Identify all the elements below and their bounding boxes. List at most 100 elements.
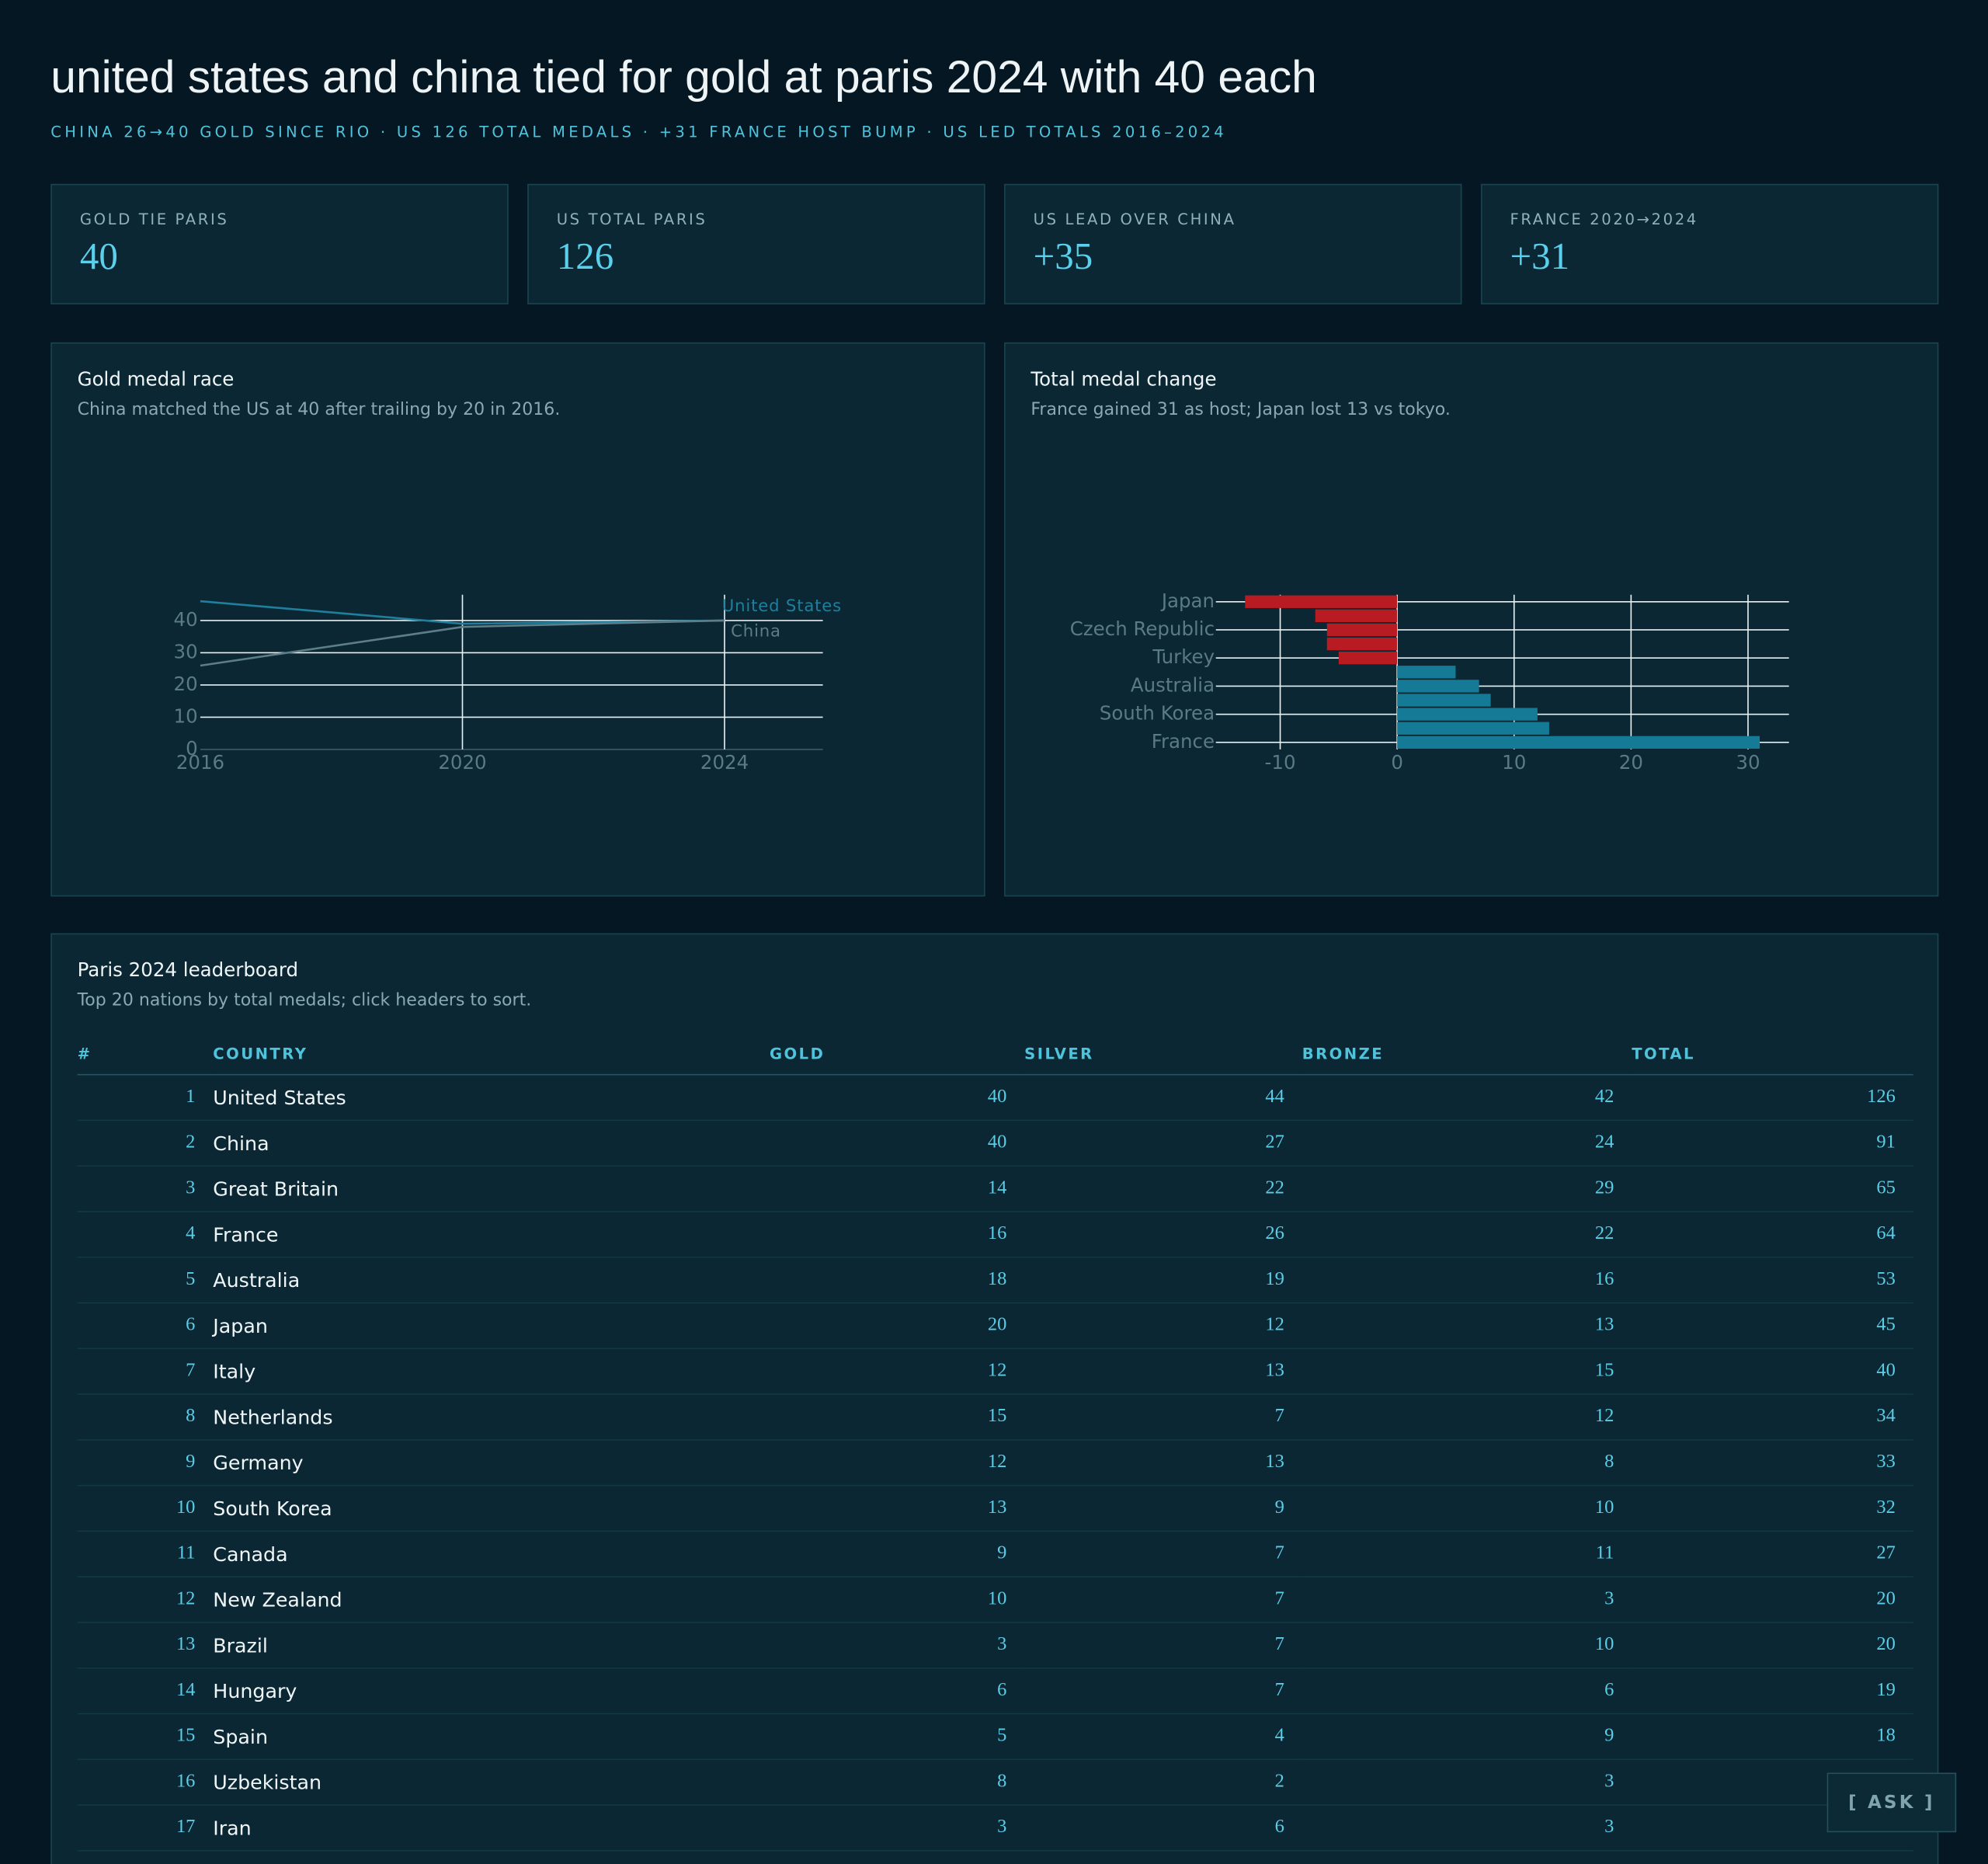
table-row: 1 United States 40 44 42 126 <box>77 1074 1913 1122</box>
number-cell: 26 <box>1024 1212 1302 1258</box>
country-cell: Iran <box>213 1805 770 1852</box>
number-cell: 22 <box>1302 1212 1632 1258</box>
number-cell: 12 <box>1632 1850 1913 1864</box>
table-row: 6 Japan 20 12 13 45 <box>77 1302 1913 1350</box>
number-cell: 18 <box>1632 1713 1913 1761</box>
x-tick-label: 2016 <box>176 751 224 774</box>
column-header[interactable]: # <box>77 1033 214 1076</box>
number-cell: 18 <box>770 1257 1025 1304</box>
number-cell: 16 <box>770 1212 1025 1258</box>
x-tick-label: 0 <box>1391 751 1403 774</box>
chart-panel: Total medal change France gained 31 as ho… <box>1004 342 1939 897</box>
column-header[interactable]: SILVER <box>1024 1033 1302 1076</box>
column-header[interactable]: TOTAL <box>1632 1033 1913 1076</box>
bar <box>1397 666 1456 679</box>
bar <box>1397 708 1538 721</box>
country-cell: Italy <box>213 1348 770 1395</box>
number-cell: 65 <box>1632 1166 1913 1212</box>
number-cell: 3 <box>77 1166 214 1212</box>
number-cell: 12 <box>770 1439 1025 1487</box>
y-tick-label: South Korea <box>1100 702 1215 725</box>
number-cell: 10 <box>770 1577 1025 1623</box>
country-cell: Uzbekistan <box>213 1759 770 1806</box>
country-cell: Brazil <box>213 1622 770 1669</box>
number-cell: 32 <box>1632 1485 1913 1532</box>
bar <box>1245 595 1398 608</box>
bar <box>1397 680 1479 693</box>
number-cell: 12 <box>770 1348 1025 1395</box>
number-cell: 44 <box>1024 1074 1302 1122</box>
country-cell: Australia <box>213 1257 770 1304</box>
table-row: 17Iran36312 <box>77 1805 1913 1852</box>
chart-title: Total medal change <box>1030 367 1217 391</box>
chart-subtitle: France gained 31 as host; Japan lost 13 … <box>1030 399 1451 420</box>
number-cell: 45 <box>1632 1302 1913 1350</box>
table-row: 9 Germany 12 13 8 33 <box>77 1439 1913 1487</box>
y-tick-label: 20 <box>174 673 198 695</box>
country-cell: Netherlands <box>213 1394 770 1441</box>
number-cell: 9 <box>77 1439 214 1487</box>
x-tick-label: -10 <box>1265 751 1296 774</box>
y-tick-label: Czech Republic <box>1070 617 1215 640</box>
table-body: 1 United States 40 44 42 126 2 China 40 27 24 91 3 Gr… <box>77 1074 1913 1864</box>
number-cell: 13 <box>1302 1302 1632 1350</box>
number-cell: 7 <box>77 1348 214 1395</box>
table-panel: Paris 2024 leaderboard Top 20 nations by … <box>50 933 1939 1864</box>
y-tick-label: 40 <box>174 608 198 631</box>
number-cell: 1 <box>77 1074 214 1122</box>
number-cell: 3 <box>770 1622 1025 1669</box>
kpi-value: +35 <box>1033 235 1093 278</box>
number-cell: 12 <box>1302 1394 1632 1441</box>
number-cell: 6 <box>770 1668 1025 1715</box>
table-row: 14 Hungary 6 7 6 19 <box>77 1668 1913 1715</box>
number-cell: 27 <box>1024 1120 1302 1167</box>
kpi-value: 126 <box>556 235 614 278</box>
y-tick-label: Turkey <box>1152 645 1215 668</box>
table-row: 11 Canada 9 7 11 27 <box>77 1531 1913 1578</box>
country-cell: Canada <box>213 1531 770 1578</box>
number-cell: 4 <box>77 1212 214 1258</box>
table-row: 4 France 16 26 22 64 <box>77 1212 1913 1258</box>
ask-button[interactable]: [ ASK ] <box>1826 1772 1957 1833</box>
number-cell: 8 <box>1302 1439 1632 1487</box>
number-cell: 33 <box>1632 1439 1913 1487</box>
number-cell: 16 <box>77 1759 214 1806</box>
series-line <box>200 600 725 625</box>
country-cell: United States <box>213 1074 770 1122</box>
column-header[interactable]: COUNTRY <box>213 1033 770 1076</box>
country-cell: South Korea <box>213 1485 770 1532</box>
number-cell: 4 <box>1302 1850 1632 1864</box>
column-header[interactable]: BRONZE <box>1302 1033 1632 1076</box>
number-cell: 16 <box>1302 1257 1632 1304</box>
country-cell: China <box>213 1120 770 1167</box>
y-tick-label: France <box>1152 730 1215 753</box>
kpi-card: US LEAD OVER CHINA +35 <box>1004 183 1462 304</box>
kpi-label: FRANCE 2020→2024 <box>1510 210 1698 228</box>
chart-panel: Gold medal race China matched the US at 4… <box>50 342 985 897</box>
number-cell: 7 <box>1024 1668 1302 1715</box>
chart: 0 10 20 30 40 2016 2020 2024 United States China <box>174 594 841 774</box>
table-row: 8 Netherlands 15 7 12 34 <box>77 1394 1913 1441</box>
number-cell: 12 <box>77 1577 214 1623</box>
kpi-label: GOLD TIE PARIS <box>79 210 229 228</box>
x-tick-label: 20 <box>1619 751 1643 774</box>
number-cell: 19 <box>1632 1668 1913 1715</box>
table-row: 7 Italy 12 13 15 40 <box>77 1348 1913 1395</box>
number-cell: 126 <box>1632 1074 1913 1122</box>
column-header[interactable]: GOLD <box>770 1033 1025 1076</box>
country-cell: Spain <box>213 1713 770 1761</box>
number-cell: 11 <box>77 1531 214 1578</box>
table-row: 12 New Zealand 10 7 3 20 <box>77 1577 1913 1623</box>
number-cell: 10 <box>1302 1485 1632 1532</box>
number-cell: 40 <box>770 1074 1025 1122</box>
country-cell: Japan <box>213 1302 770 1350</box>
number-cell: 10 <box>1302 1622 1632 1669</box>
number-cell: 14 <box>770 1166 1025 1212</box>
kpi-card: GOLD TIE PARIS 40 <box>50 183 509 304</box>
table-title: Paris 2024 leaderboard <box>77 958 299 982</box>
number-cell: 7 <box>1024 1531 1302 1578</box>
number-cell: 9 <box>1302 1713 1632 1761</box>
chart: -10 0 10 20 30 Japan Czech Republic Turkey Austr… <box>1070 589 1789 774</box>
bar <box>1315 609 1398 623</box>
